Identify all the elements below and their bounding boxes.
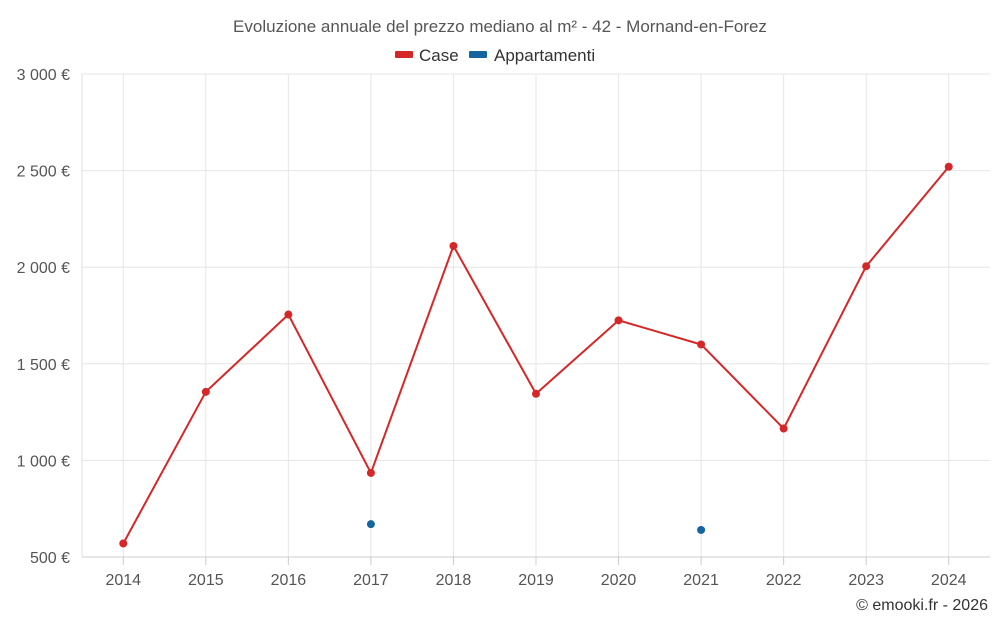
legend-label-appartamenti: Appartamenti	[494, 46, 595, 65]
data-point-case-2020[interactable]	[614, 316, 623, 325]
data-point-appartamenti-2021[interactable]	[697, 525, 706, 534]
data-point-case-2019[interactable]	[532, 389, 540, 398]
y-tick-label: 3 000 €	[17, 67, 70, 84]
data-point-case-2023[interactable]	[862, 262, 871, 271]
y-tick-label: 500 €	[30, 550, 70, 567]
data-point-case-2017[interactable]	[366, 468, 375, 477]
data-point-case-2014[interactable]	[119, 539, 128, 548]
series-layer	[119, 162, 953, 548]
series-case	[119, 162, 953, 548]
x-tick-label: 2023	[848, 572, 884, 589]
x-tick-label: 2017	[353, 572, 389, 589]
x-tick-label: 2020	[601, 572, 637, 589]
legend: Case Appartamenti	[395, 46, 595, 65]
chart-title: Evoluzione annuale del prezzo mediano al…	[233, 17, 767, 36]
legend-swatch-case	[395, 51, 413, 58]
data-point-case-2022[interactable]	[779, 424, 788, 433]
legend-label-case: Case	[419, 46, 459, 65]
legend-item-appartamenti[interactable]: Appartamenti	[469, 46, 595, 65]
x-tick-label: 2014	[105, 572, 141, 589]
grid-lines	[82, 73, 990, 557]
x-tick-label: 2019	[518, 572, 554, 589]
legend-item-case[interactable]: Case	[395, 46, 459, 65]
y-tick-label: 2 000 €	[17, 260, 70, 277]
x-tick-label: 2015	[188, 572, 224, 589]
y-axis-ticks: 500 € 1 000 € 1 500 € 2 000 € 2 500 € 3 000 €	[17, 67, 70, 567]
data-point-case-2016[interactable]	[284, 310, 293, 319]
data-point-appartamenti-2017[interactable]	[366, 520, 375, 529]
x-tick-label: 2016	[271, 572, 307, 589]
data-point-case-2021[interactable]	[697, 340, 706, 349]
y-tick-label: 2 500 €	[17, 164, 70, 181]
x-tick-label: 2018	[436, 572, 472, 589]
series-appartamenti	[366, 520, 706, 534]
x-axis-ticks: 2014 2015 2016 2017 2018 2019 2020 2021 2022 2023…	[105, 557, 967, 589]
data-point-case-2015[interactable]	[201, 387, 210, 396]
credit-text: © emooki.fr - 2026	[856, 597, 988, 614]
y-tick-label: 1 500 €	[17, 357, 70, 374]
legend-swatch-appartamenti	[469, 51, 487, 58]
x-tick-label: 2021	[683, 572, 719, 589]
y-tick-label: 1 000 €	[17, 453, 70, 470]
x-tick-label: 2022	[766, 572, 802, 589]
data-point-case-2024[interactable]	[944, 162, 953, 171]
data-point-case-2018[interactable]	[449, 241, 458, 250]
x-tick-label: 2024	[931, 572, 967, 589]
